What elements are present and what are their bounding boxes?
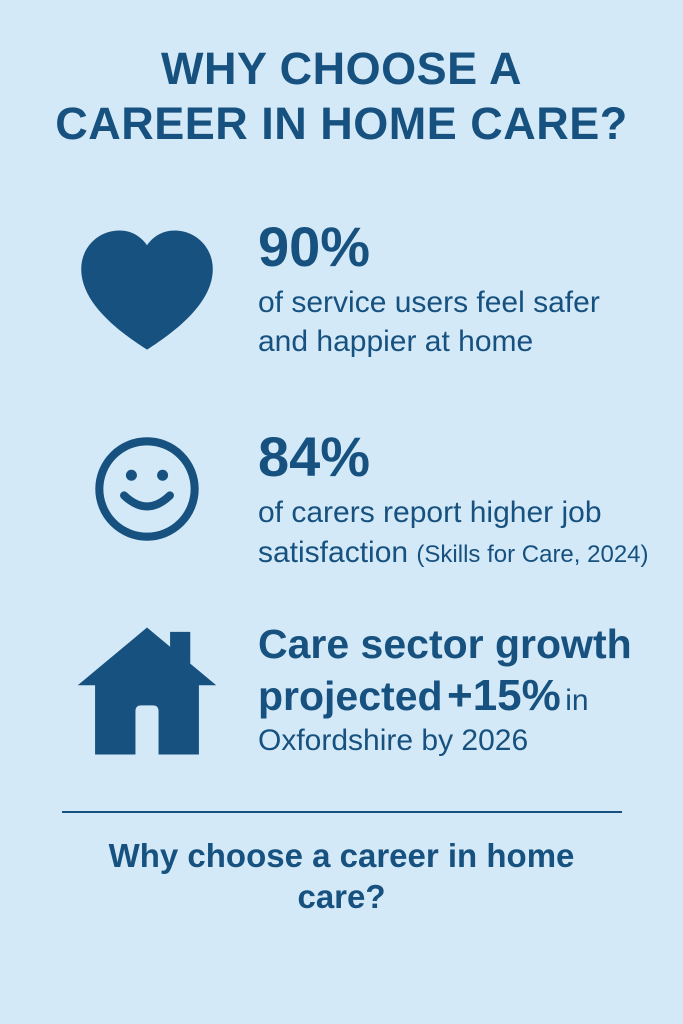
house-icon (72, 619, 222, 761)
stat-description: of service users feel safer and happier … (258, 285, 600, 359)
stat-suffix: in Oxfordshire by 2026 (258, 683, 589, 757)
stat-row-sector-growth: Care sector growth projected +15% in Oxf… (72, 619, 683, 761)
divider (61, 810, 622, 813)
stat-text: 84% of carers report higher job satisfac… (258, 428, 650, 573)
stat-value: 84% (258, 425, 371, 489)
stat-description-text: of carers report higher job satisfaction (258, 496, 602, 570)
stat-row-service-users: 90% of service users feel safer and happ… (72, 214, 683, 363)
stat-description: of carers report higher job satisfaction… (258, 493, 650, 573)
footer-caption: Why choose a career in home care? (108, 836, 575, 916)
heart-icon (72, 218, 222, 354)
stat-text: Care sector growth projected +15% in Oxf… (258, 619, 633, 759)
stat-source: (Skills for Care, 2024) (416, 541, 649, 569)
stat-heading: Care sector growth projected (258, 620, 632, 719)
page-title-line-2: CAREER IN HOME CARE? (55, 97, 628, 149)
stats-list: 90% of service users feel safer and happ… (72, 162, 683, 761)
stat-copy: Care sector growth projected +15% in Oxf… (258, 619, 633, 759)
stat-value: 90% (258, 214, 371, 278)
stat-row-job-satisfaction: 84% of carers report higher job satisfac… (72, 428, 683, 573)
page-title-line-1: WHY CHOOSE A (160, 43, 523, 94)
page-title: WHY CHOOSE A CAREER IN HOME CARE? (0, 42, 683, 152)
stat-text: 90% of service users feel safer and happ… (258, 214, 650, 363)
smiley-face-icon (72, 428, 222, 544)
stat-highlight: +15% (447, 670, 561, 720)
